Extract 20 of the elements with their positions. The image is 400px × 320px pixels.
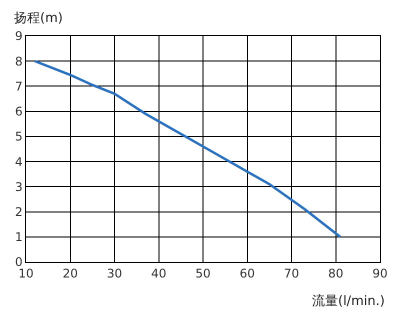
- y-tick-label: 1: [14, 230, 23, 244]
- y-tick-label: 6: [14, 104, 23, 119]
- y-tick-label: 7: [14, 79, 23, 94]
- y-tick-label: 3: [14, 180, 23, 194]
- y-tick-label: 5: [14, 130, 23, 144]
- x-tick-label: 60: [240, 266, 255, 280]
- x-tick-label: 30: [106, 266, 122, 280]
- x-axis-title: 流量(l/min.): [312, 293, 385, 309]
- y-axis-title: 扬程(m): [14, 11, 63, 26]
- x-tick-label: 20: [62, 266, 78, 280]
- x-tick-label: 90: [372, 266, 388, 280]
- x-tick-label: 80: [328, 266, 344, 280]
- x-tick-label: 70: [284, 266, 300, 280]
- y-tick-label: 8: [14, 54, 23, 68]
- x-tick-label: 50: [195, 266, 211, 280]
- y-tick-label: 9: [14, 29, 23, 44]
- line-series: [34, 60, 342, 238]
- y-tick-label: 2: [14, 204, 23, 219]
- y-tick-label: 4: [14, 154, 23, 169]
- x-tick-label: 40: [151, 266, 166, 280]
